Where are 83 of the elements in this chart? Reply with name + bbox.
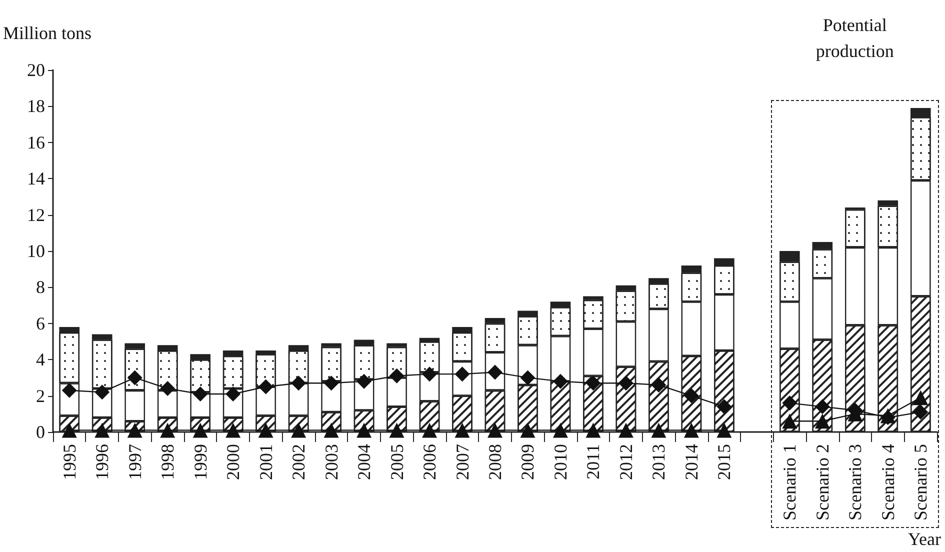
point [62, 382, 77, 398]
point [651, 377, 666, 392]
x-tick-label: 2004 [354, 444, 374, 480]
x-axis-title: Year [908, 529, 942, 549]
point [716, 399, 732, 414]
point [552, 422, 568, 438]
point [422, 422, 438, 438]
point [127, 422, 142, 438]
x-tick-label: 2001 [256, 444, 276, 480]
x-tick-label: 1999 [190, 444, 210, 480]
y-tick-label: 4 [36, 350, 45, 370]
y-tick-label: 16 [27, 132, 45, 152]
point [291, 376, 306, 391]
text: Potential production [816, 15, 894, 61]
point [356, 374, 372, 389]
x-tick-label: 1998 [158, 444, 178, 480]
x-tick-label: 2007 [452, 444, 472, 480]
x-tick-label: 2013 [648, 444, 669, 480]
point [356, 422, 372, 438]
y-axis-title: Million tons [3, 23, 92, 43]
point [324, 376, 339, 391]
x-tick-label: 2005 [386, 444, 407, 480]
point [192, 422, 208, 438]
y-tick-label: 12 [27, 204, 45, 225]
point [782, 396, 798, 411]
point [552, 374, 568, 389]
point [160, 422, 176, 438]
point [586, 376, 601, 391]
y-tick-label: 14 [27, 168, 45, 189]
point [389, 368, 404, 384]
x-tick-label: 1997 [124, 444, 145, 480]
point [520, 422, 536, 438]
y-tick-label: 0 [36, 422, 45, 442]
point [454, 422, 470, 438]
point [913, 404, 928, 420]
point [389, 422, 404, 438]
point [488, 422, 502, 438]
point [716, 422, 732, 438]
x-tick-label: 2009 [518, 444, 538, 480]
point [258, 379, 274, 394]
x-tick-label: Scenario 2 [812, 444, 832, 520]
point [814, 399, 830, 414]
x-tick-label: 1996 [92, 444, 112, 480]
y-tick-label: 10 [27, 241, 45, 261]
point [127, 370, 142, 386]
x-tick-label: 2006 [420, 444, 440, 480]
x-tick-label: 2010 [550, 444, 570, 480]
point [192, 386, 208, 402]
x-tick-label: 2011 [583, 444, 604, 480]
point [520, 370, 536, 386]
x-tick-label: Scenario 3 [845, 444, 866, 520]
x-tick-label: Scenario 1 [780, 444, 800, 520]
point [651, 422, 666, 438]
point [422, 366, 438, 382]
x-tick-label: Scenario 4 [878, 444, 898, 520]
x-tick-label: 2002 [288, 444, 309, 480]
x-tick-label: 2014 [681, 444, 702, 480]
point [782, 414, 798, 429]
y-tick-label: 18 [27, 96, 45, 116]
point [94, 422, 110, 438]
point [684, 388, 699, 404]
point [94, 384, 110, 400]
point [226, 386, 241, 402]
point [160, 381, 176, 396]
point [324, 422, 339, 438]
x-tick-label: 2000 [223, 444, 244, 480]
point [618, 422, 634, 438]
x-tick-label: 2012 [616, 444, 636, 480]
x-tick-label: Scenario 5 [910, 444, 931, 520]
y-tick-label: 2 [36, 386, 45, 406]
x-tick-label: 1995 [59, 444, 80, 480]
y-tick-label: 6 [36, 313, 45, 334]
x-tick-label: 2003 [321, 444, 342, 480]
point [618, 376, 634, 391]
y-tick-label: 8 [36, 277, 45, 298]
point [586, 422, 601, 438]
point [814, 414, 830, 429]
point [913, 390, 928, 406]
point [226, 422, 241, 438]
y-tick-label: 20 [27, 60, 45, 80]
x-tick-label: 2008 [485, 444, 505, 480]
point [684, 422, 699, 438]
x-tick-label: 2015 [714, 444, 734, 480]
